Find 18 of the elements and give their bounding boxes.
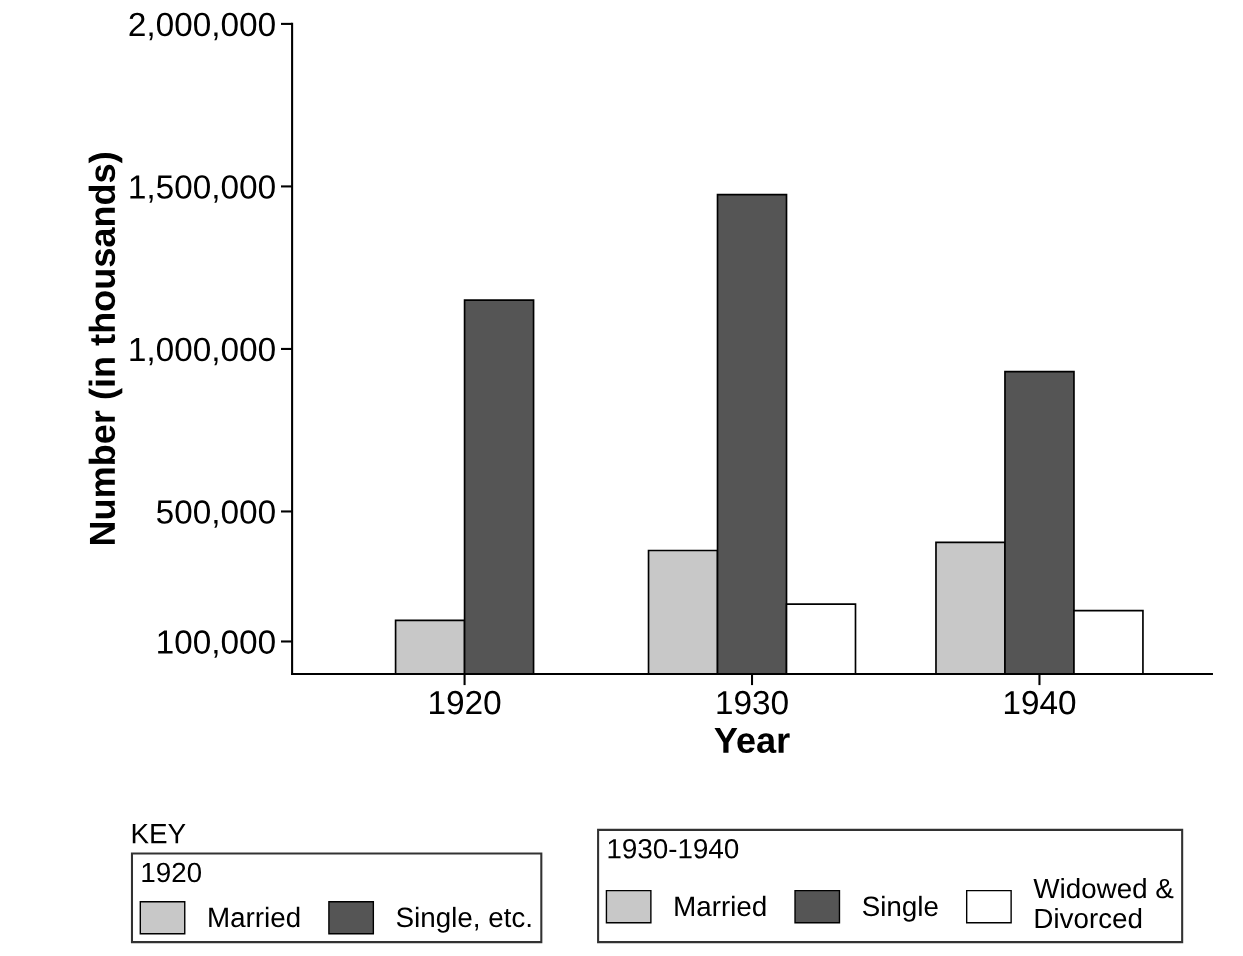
x-tick-label: 1930 <box>717 690 788 715</box>
legend-label: Married <box>209 906 300 928</box>
legend-label: Widowed & Divorced <box>1033 877 1174 929</box>
text: 1920 <box>142 862 202 883</box>
x-axis-title: Year <box>714 727 790 754</box>
legend-title: KEY <box>132 824 186 844</box>
y-tick-label: 100,000 <box>158 630 275 658</box>
x-tick-label: 1940 <box>1004 690 1076 715</box>
y-tick-label: 500,000 <box>156 500 275 528</box>
y-tick-label: 1,000,000 <box>130 337 275 366</box>
legend-label: Single <box>862 895 938 922</box>
x-tick-label: 1920 <box>430 690 501 715</box>
legend-label: Married <box>675 895 766 917</box>
legend-label: Single, etc. <box>396 906 531 933</box>
y-axis-title: Number (in thousands) <box>88 153 123 545</box>
y-tick-label: 1,500,000 <box>130 175 275 203</box>
text: 1930-1940 <box>608 838 739 859</box>
y-tick-label: 2,000,000 <box>129 12 275 41</box>
